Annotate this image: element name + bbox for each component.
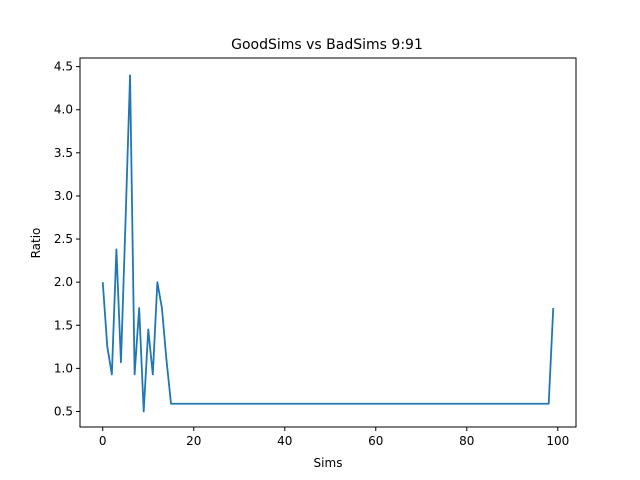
y-axis-label: Ratio [29,228,43,259]
x-tick-label: 60 [368,434,383,448]
y-tick-label: 2.0 [54,275,73,289]
x-tick-label: 40 [277,434,292,448]
x-axis-label: Sims [314,456,343,470]
y-tick-label: 3.5 [54,146,73,160]
x-axis: 0 20 40 60 80 100 [99,427,569,448]
x-tick-label: 80 [459,434,474,448]
y-tick-label: 2.5 [54,232,73,246]
y-tick-label: 1.5 [54,318,73,332]
y-tick-label: 4.5 [54,60,73,74]
x-tick-label: 20 [186,434,201,448]
y-tick-label: 3.0 [54,189,73,203]
chart-title: GoodSims vs BadSims 9:91 [231,37,423,53]
x-tick-label: 0 [99,434,107,448]
x-tick-label: 100 [546,434,569,448]
y-tick-label: 4.0 [54,103,73,117]
series-line [101,74,555,413]
y-tick-label: 1.0 [54,361,73,375]
y-tick-label: 0.5 [54,404,73,418]
plot-area-frame [79,57,577,428]
y-axis: 0.5 1.0 1.5 2.0 2.5 3.0 3.5 4.0 4.5 [54,60,80,418]
